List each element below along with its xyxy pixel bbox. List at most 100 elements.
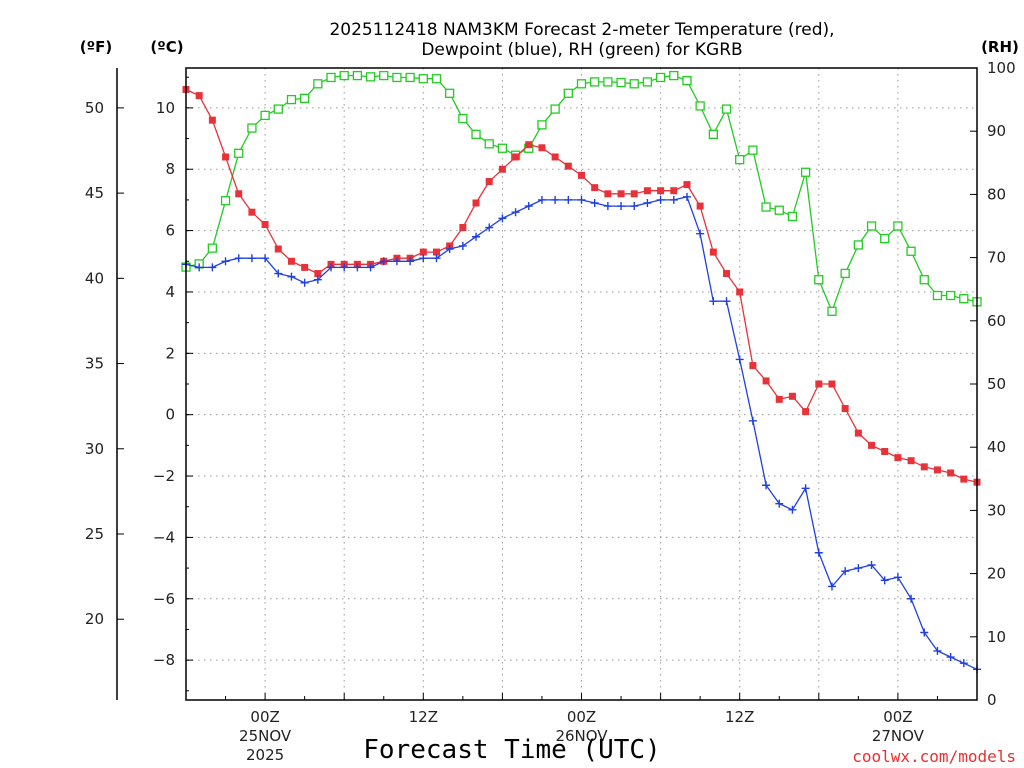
rh-tick-label: 50 (987, 375, 1006, 393)
rh-point (682, 75, 692, 86)
date-label: 25NOV (239, 727, 292, 745)
dewpoint-series (182, 192, 981, 674)
rh-point (616, 77, 626, 88)
dewpoint-point (748, 416, 757, 425)
celsius-tick-label: 4 (165, 283, 175, 301)
rh-point (959, 294, 969, 304)
rh-tick-label: 0 (987, 691, 997, 709)
dewpoint-point (537, 195, 546, 204)
dewpoint-point (419, 254, 428, 263)
celsius-tick-label: −4 (153, 528, 175, 546)
dewpoint-point (287, 272, 296, 281)
rh-point (906, 246, 916, 256)
rh-point (629, 79, 639, 89)
year-label: 2025 (246, 746, 284, 764)
dewpoint-point (656, 195, 665, 204)
dewpoint-point (195, 263, 204, 272)
temperature-point (498, 165, 506, 173)
time-tick-label: 12Z (409, 708, 438, 726)
dewpoint-point (709, 297, 718, 306)
fahrenheit-axis: 50 45 40 35 30 25 20 (85, 99, 124, 628)
temperature-point (683, 181, 691, 189)
dewpoint-point (893, 573, 902, 582)
rh-point (313, 79, 323, 89)
rh-point (234, 148, 244, 158)
dewpoint-point (590, 198, 599, 207)
dewpoint-point (920, 628, 929, 637)
celsius-tick-label: −6 (153, 590, 175, 608)
celsius-tick-label: −2 (153, 467, 175, 485)
temperature-point (907, 457, 915, 465)
dewpoint-point (696, 229, 705, 238)
dewpoint-point (392, 257, 401, 266)
rh-point (207, 243, 218, 253)
celsius-tick-label: 6 (165, 222, 175, 240)
dewpoint-point (775, 499, 784, 508)
temperature-point (578, 171, 585, 179)
rh-point (590, 77, 600, 87)
dewpoint-point (458, 241, 467, 250)
time-tick-label: 00Z (883, 708, 912, 726)
rh-point (405, 72, 415, 83)
rh-point (431, 74, 442, 84)
dewpoint-point (274, 269, 283, 278)
rh-point (655, 72, 666, 83)
celsius-tick-label: 8 (165, 160, 175, 178)
dewpoint-point (630, 202, 639, 211)
x-axis-title: Forecast Time (UTC) (363, 735, 660, 765)
grid-lines (186, 68, 977, 700)
dewpoint-point (445, 245, 454, 254)
temperature-point (815, 380, 823, 388)
fahrenheit-tick-label: 40 (85, 269, 104, 287)
rh-point (761, 202, 771, 212)
rh-tick-label: 70 (987, 249, 1006, 267)
temperature-point (301, 263, 309, 271)
temperature-point (248, 208, 256, 216)
temperature-point (657, 187, 665, 195)
temperature-point (723, 270, 731, 278)
rh-point (458, 113, 468, 124)
temperature-point (287, 257, 295, 265)
rh-point (827, 306, 837, 316)
rh-point (445, 88, 455, 98)
temperature-point (670, 187, 678, 195)
dewpoint-point (406, 257, 415, 266)
rh-point (247, 123, 257, 133)
rh-unit-label: (RH) (981, 38, 1019, 56)
rh-point (800, 167, 811, 177)
dewpoint-point (603, 202, 612, 211)
temperature-point (222, 153, 230, 161)
rh-point (537, 120, 547, 130)
rh-point (774, 205, 784, 215)
temperature-point (630, 190, 638, 198)
rh-point (866, 221, 877, 231)
rh-point (471, 129, 481, 140)
rh-point (748, 145, 758, 155)
temperature-point (881, 447, 889, 455)
celsius-tick-label: 0 (165, 406, 175, 424)
dewpoint-point (564, 195, 573, 204)
temperature-point (643, 187, 651, 195)
temperature-point (802, 408, 810, 416)
temperature-point (314, 270, 322, 278)
dewpoint-point (221, 257, 230, 266)
date-label: 26NOV (555, 727, 608, 745)
dewpoint-point (498, 214, 507, 223)
fahrenheit-tick-label: 20 (85, 610, 104, 628)
plot-frame (185, 67, 978, 701)
fahrenheit-unit-label: (ºF) (80, 38, 112, 56)
rh-point (497, 143, 508, 153)
rh-point (273, 104, 283, 114)
dewpoint-point (933, 646, 942, 655)
temperature-point (696, 202, 704, 210)
dewpoint-point (208, 263, 217, 272)
dewpoint-point (524, 202, 533, 211)
temperature-point (591, 184, 599, 192)
fahrenheit-tick-label: 45 (85, 184, 104, 202)
temperature-point (551, 153, 559, 161)
celsius-unit-label: (ºC) (150, 38, 183, 56)
rh-point (840, 268, 850, 279)
rh-point (418, 74, 428, 84)
fahrenheit-tick-label: 50 (85, 99, 104, 117)
